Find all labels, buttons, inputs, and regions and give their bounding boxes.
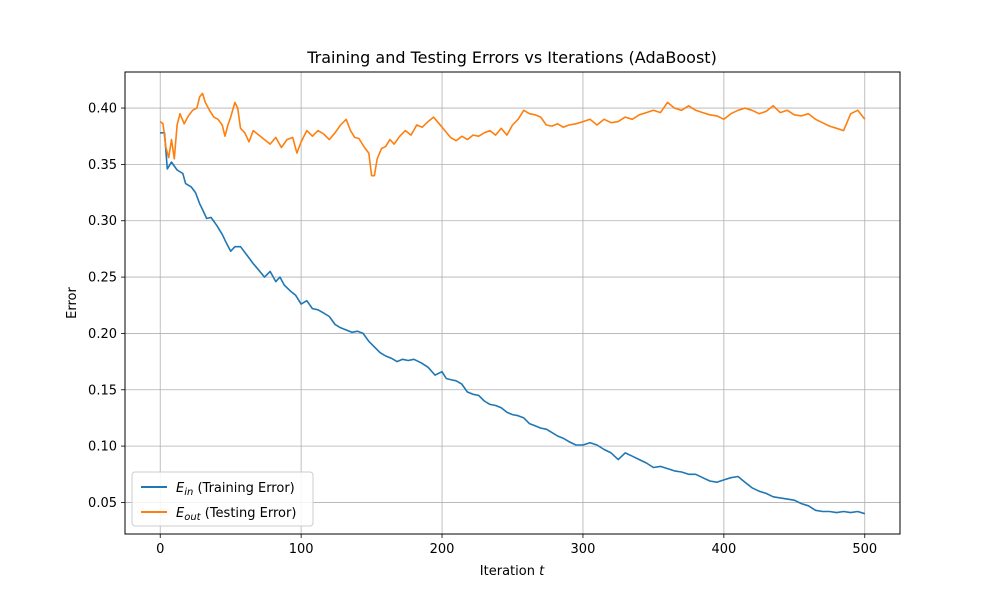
y-tick-label: 0.35	[88, 158, 117, 173]
x-axis: 0 100 200 300 400 500	[156, 534, 877, 557]
y-tick-label: 0.15	[88, 383, 117, 398]
legend-label-train: Ein (Training Error)	[176, 481, 295, 498]
grid	[125, 72, 900, 534]
y-tick-label: 0.10	[88, 440, 117, 455]
chart-title: Training and Testing Errors vs Iteration…	[306, 48, 717, 67]
plot-frame	[124, 71, 901, 535]
x-tick-label: 0	[156, 542, 164, 557]
legend-label-test: Eout (Testing Error)	[176, 506, 296, 523]
series-line-training-error	[160, 132, 866, 515]
series-layer	[159, 92, 866, 515]
y-axis-label: Error	[65, 287, 80, 319]
series-line-testing-error	[159, 92, 866, 177]
x-tick-label: 500	[852, 542, 877, 557]
y-tick-label: 0.20	[88, 327, 117, 342]
y-tick-label: 0.40	[88, 102, 117, 117]
x-tick-label: 400	[711, 542, 736, 557]
legend: Ein (Training Error) Eout (Testing Error…	[131, 471, 314, 527]
y-axis: 0.05 0.10 0.15 0.20 0.25 0.30 0.35 0.40	[88, 102, 125, 511]
y-tick-label: 0.25	[88, 271, 117, 286]
y-tick-label: 0.30	[88, 214, 117, 229]
x-tick-label: 200	[430, 542, 455, 557]
x-tick-label: 100	[289, 542, 314, 557]
legend-box	[131, 471, 314, 527]
x-tick-label: 300	[571, 542, 596, 557]
x-axis-label: Iteration t	[480, 564, 545, 579]
y-tick-label: 0.05	[88, 496, 117, 511]
